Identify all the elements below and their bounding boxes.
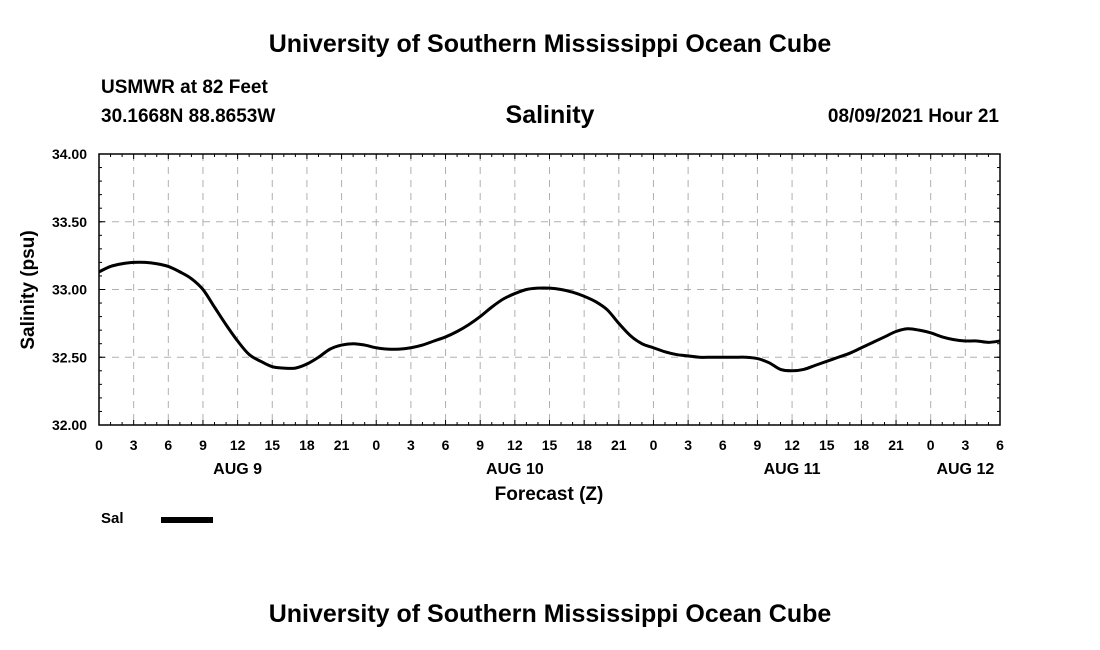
x-tick-label: 12: [784, 437, 800, 453]
x-axis-title: Forecast (Z): [495, 484, 604, 505]
x-tick-label: 18: [299, 437, 315, 453]
x-tick-label: 18: [854, 437, 870, 453]
y-tick-label: 32.50: [52, 349, 87, 365]
x-tick-label: 18: [576, 437, 592, 453]
axis-labels: 0 3 6 9 12 15 18 21 0 3 6 9 12 15 18 21 0 3 6 9 12 15 18 21 0 3 6 3…: [52, 146, 1004, 478]
legend-label: Sal: [101, 510, 124, 527]
y-tick-label: 33.00: [52, 282, 87, 298]
series-line-sal: [98, 260, 1001, 373]
x-tick-label: 0: [372, 437, 380, 453]
x-tick-label: 6: [164, 437, 172, 453]
station-coordinates: 30.1668N 88.8653W: [101, 106, 276, 127]
x-tick-label: 0: [927, 437, 935, 453]
x-tick-label: 6: [719, 437, 727, 453]
x-tick-label: 21: [888, 437, 904, 453]
x-tick-label: 9: [476, 437, 484, 453]
x-tick-label: 3: [684, 437, 692, 453]
x-tick-label: 3: [961, 437, 969, 453]
footer-title: University of Southern Mississippi Ocean…: [268, 600, 832, 628]
day-label: AUG 12: [936, 461, 994, 478]
x-tick-label: 12: [230, 437, 246, 453]
plot-frame: [98, 153, 1001, 426]
series-layer: [98, 260, 1001, 373]
x-tick-label: 0: [95, 437, 103, 453]
station-name: USMWR at 82 Feet: [101, 77, 268, 98]
y-tick-label: 32.00: [52, 417, 87, 433]
x-tick-label: 21: [334, 437, 350, 453]
x-tick-label: 12: [507, 437, 523, 453]
day-label: AUG 11: [764, 461, 821, 478]
x-tick-label: 6: [442, 437, 450, 453]
day-label: AUG 9: [213, 461, 262, 478]
x-tick-label: 0: [650, 437, 658, 453]
y-axis-title: Salinity (psu): [18, 230, 39, 349]
x-tick-label: 3: [407, 437, 415, 453]
y-tick-label: 33.50: [52, 214, 87, 230]
day-label: AUG 10: [486, 461, 544, 478]
x-tick-label: 15: [542, 437, 558, 453]
x-tick-label: 9: [754, 437, 762, 453]
forecast-datetime: 08/09/2021 Hour 21: [827, 106, 999, 127]
page-title: University of Southern Mississippi Ocean…: [268, 30, 832, 58]
parameter-title: Salinity: [505, 101, 595, 129]
x-tick-label: 15: [819, 437, 835, 453]
y-tick-label: 34.00: [52, 146, 87, 162]
x-tick-label: 21: [611, 437, 627, 453]
x-tick-label: 15: [264, 437, 280, 453]
x-tick-label: 3: [130, 437, 138, 453]
x-tick-label: 9: [199, 437, 207, 453]
x-tick-label: 6: [996, 437, 1004, 453]
